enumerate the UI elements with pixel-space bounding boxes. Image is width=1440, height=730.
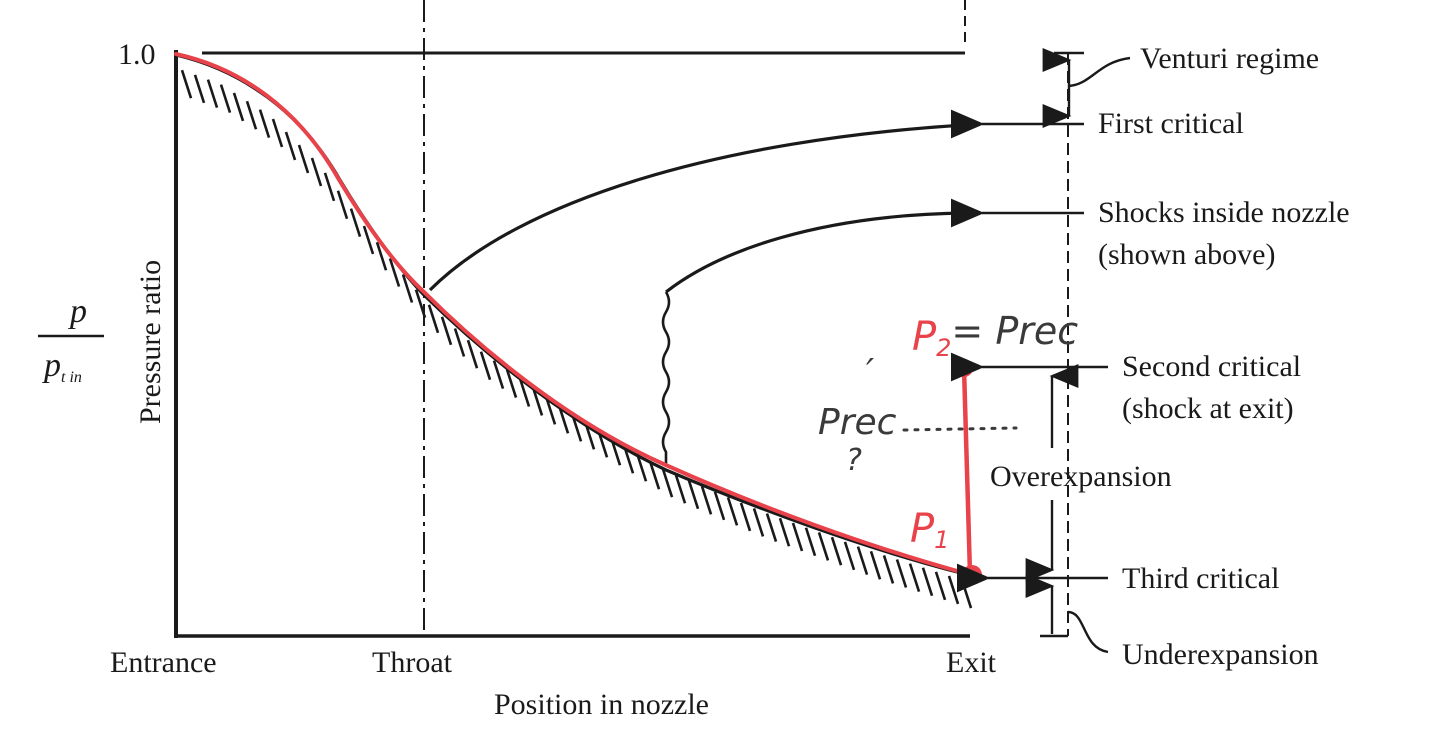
hatch-mark xyxy=(492,360,505,390)
hatch-mark xyxy=(466,339,479,369)
y-fraction-den-main: p xyxy=(42,347,61,384)
label-first-critical: First critical xyxy=(1098,107,1244,140)
annotation-p1: P1 xyxy=(910,506,949,554)
position-guides xyxy=(423,0,1069,636)
hatch-mark xyxy=(180,69,193,99)
red-overlay-curve xyxy=(174,52,970,576)
y-axis-label: Pressure ratio xyxy=(134,260,167,424)
prec-prime-dotted-line xyxy=(902,426,1018,432)
shock-inside-curve xyxy=(665,211,966,294)
hatch-mark xyxy=(687,480,700,510)
hatch-mark xyxy=(362,225,375,255)
hatch-mark xyxy=(518,378,531,407)
hatch-mark xyxy=(674,474,687,504)
hatch-mark xyxy=(934,571,947,601)
hatch-mark xyxy=(245,100,258,130)
hatch-mark xyxy=(531,387,544,416)
hatch-mark xyxy=(284,131,297,161)
p2-point xyxy=(955,359,973,377)
y-fraction: p pt in xyxy=(38,293,104,386)
label-overexpansion: Overexpansion xyxy=(990,460,1172,493)
hatch-mark xyxy=(297,144,310,174)
label-second-critical-2: (shock at exit) xyxy=(1122,392,1294,425)
x-axis-label: Position in nozzle xyxy=(494,688,709,721)
label-shocks-inside-2: (shown above) xyxy=(1098,238,1275,271)
hatch-mark xyxy=(206,79,219,109)
label-second-critical-1: Second critical xyxy=(1122,350,1301,383)
hatch-mark xyxy=(869,550,882,580)
hatch-mark xyxy=(414,289,427,319)
hatch-mark xyxy=(817,532,830,561)
underexpansion-leader xyxy=(1067,610,1109,654)
y-fraction-denominator: pt in xyxy=(42,347,82,386)
hatch-mark xyxy=(232,92,245,122)
hatch-mark xyxy=(791,522,804,552)
first-critical-curve xyxy=(428,123,966,292)
label-venturi-regime: Venturi regime xyxy=(1140,42,1319,75)
x-tick-exit: Exit xyxy=(946,646,997,679)
hatch-mark xyxy=(739,502,752,532)
hatch-mark xyxy=(752,508,765,537)
p1-point xyxy=(962,565,982,585)
label-shocks-inside-1: Shocks inside nozzle xyxy=(1098,196,1350,229)
hatch-mark xyxy=(427,304,440,334)
hatch-mark xyxy=(310,157,323,187)
hatch-mark xyxy=(700,485,713,515)
annotation-question-mark: ? xyxy=(846,443,862,478)
annotation-prime-mark: ′ xyxy=(866,352,874,393)
hatch-mark xyxy=(258,109,271,138)
x-tick-entrance: Entrance xyxy=(110,646,217,679)
isentropic-curve xyxy=(175,53,966,576)
hatch-mark xyxy=(947,575,960,605)
hatch-mark xyxy=(401,274,414,303)
hatch-mark xyxy=(440,316,453,346)
label-third-critical: Third critical xyxy=(1122,562,1279,595)
p2-subscript: 2 xyxy=(936,334,951,362)
hatch-mark xyxy=(843,541,856,571)
hatch-mark xyxy=(765,513,778,542)
hatch-mark xyxy=(908,563,921,593)
label-underexpansion: Underexpansion xyxy=(1122,638,1319,671)
axes xyxy=(174,50,970,638)
hatched-wall xyxy=(180,69,973,609)
hatch-mark xyxy=(648,460,661,490)
hatch-mark xyxy=(336,190,349,220)
x-tick-throat: Throat xyxy=(372,646,453,679)
hatch-mark xyxy=(726,496,739,526)
y-fraction-den-sub: t in xyxy=(61,369,82,386)
hatch-mark xyxy=(882,555,895,584)
hatch-mark xyxy=(349,208,362,238)
hatch-mark xyxy=(895,559,908,588)
annotation-p2-prec: P2= Prec xyxy=(912,309,1078,362)
hatch-mark xyxy=(856,546,869,576)
shock-wave-line xyxy=(661,291,671,464)
p2-letter: P xyxy=(912,314,937,360)
hatch-mark xyxy=(661,468,674,498)
hatch-mark xyxy=(479,351,492,381)
hatch-mark xyxy=(375,241,388,271)
p1-subscript: 1 xyxy=(934,526,949,554)
hatch-mark xyxy=(713,491,726,521)
red-p1-p2-line xyxy=(961,365,973,577)
venturi-leader xyxy=(1068,56,1131,88)
hatch-mark xyxy=(778,517,791,547)
hatch-mark xyxy=(323,172,336,202)
hatch-mark xyxy=(453,328,466,357)
hatch-mark xyxy=(388,258,401,287)
annotation-prec-prime: Prec xyxy=(818,402,897,443)
hatch-mark xyxy=(505,369,518,398)
hatch-mark xyxy=(830,536,843,566)
p2-equals-prec: = Prec xyxy=(951,309,1078,353)
p1-letter: P xyxy=(910,506,935,552)
hatch-mark xyxy=(921,567,934,597)
y-tick-1-0: 1.0 xyxy=(118,38,156,71)
hatch-mark xyxy=(804,527,817,557)
regime-arrows xyxy=(950,48,1131,654)
hatch-mark xyxy=(271,118,284,148)
y-fraction-numerator: p xyxy=(68,293,87,330)
hatch-mark xyxy=(193,74,206,104)
hatch-mark xyxy=(219,84,232,114)
